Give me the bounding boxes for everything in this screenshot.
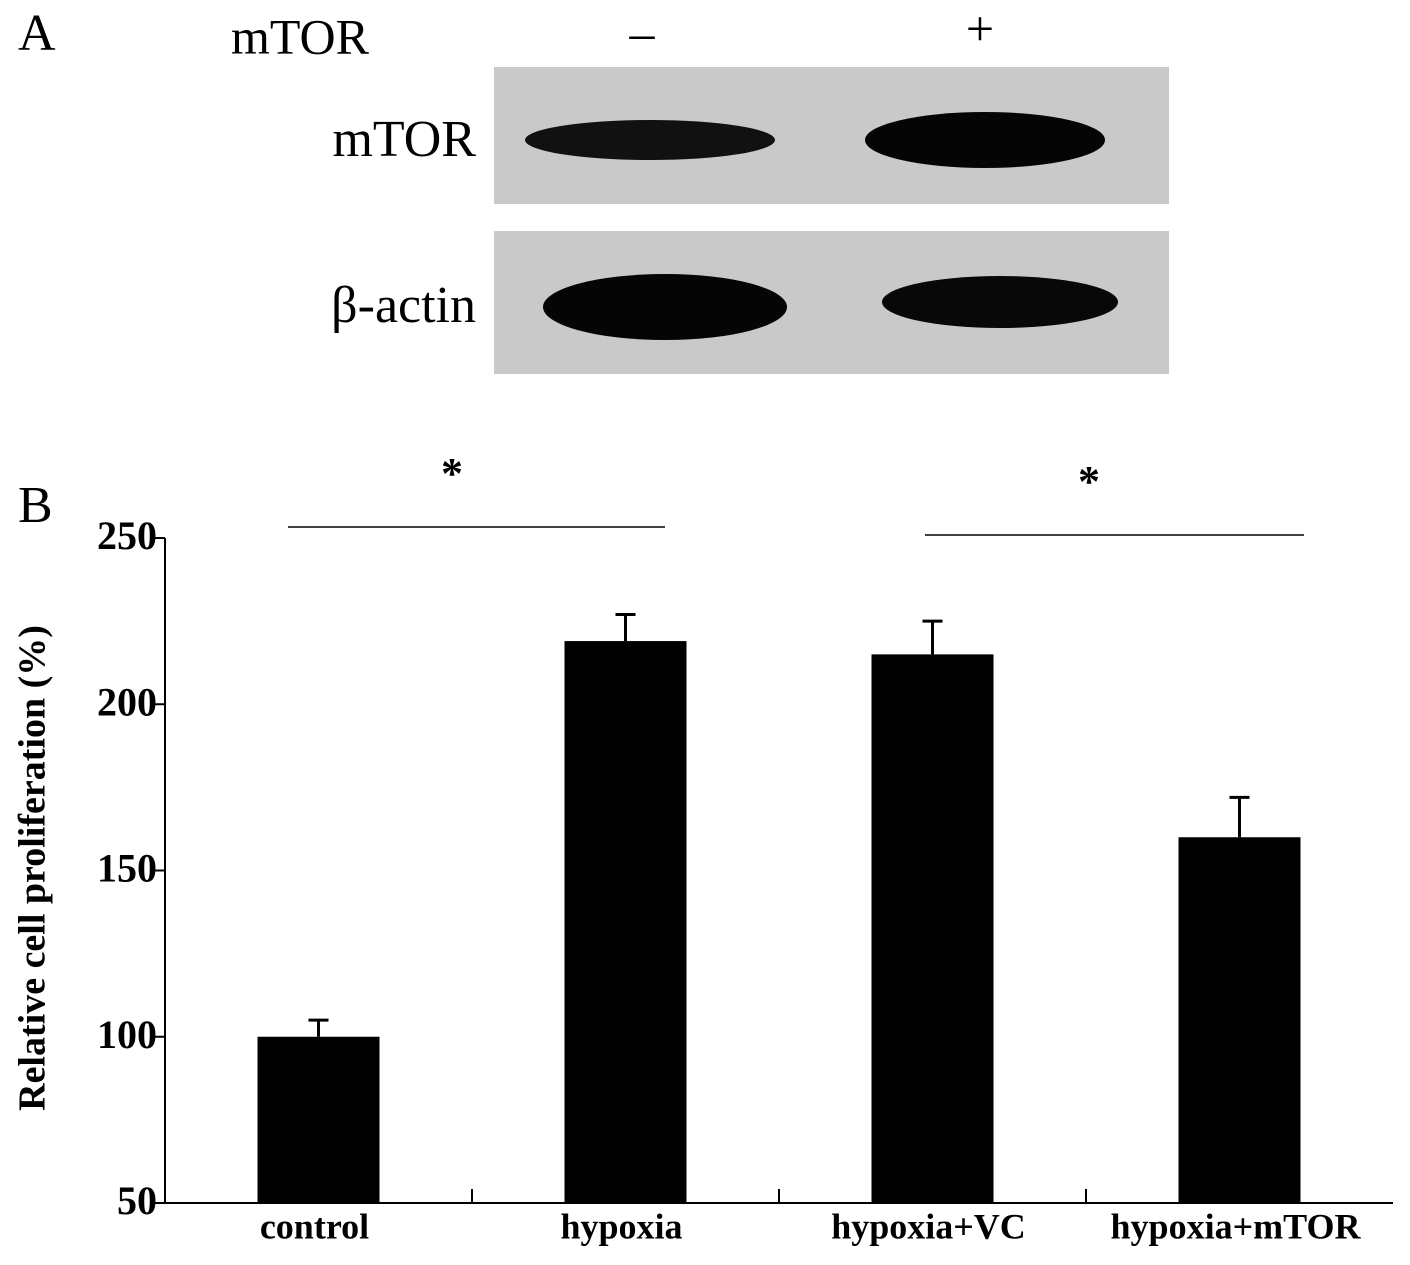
blot-band [543, 274, 787, 340]
blot-band [865, 112, 1105, 168]
row-label: β-actin [331, 277, 476, 334]
y-tick-label: 200 [97, 679, 157, 724]
x-tick-label: hypoxia [560, 1206, 682, 1246]
bar [564, 641, 687, 1203]
panel-label: A [18, 5, 56, 62]
plot: 50 100 150 200 250 control hypoxia hypoxia+VC hy… [97, 449, 1393, 1246]
blot-band [882, 276, 1118, 328]
significance-label: * [441, 449, 463, 498]
bar [257, 1036, 380, 1203]
blot-band [525, 120, 775, 160]
y-axis-label: Relative cell proliferation (%) [12, 625, 54, 1111]
panel-label: B [18, 477, 53, 534]
lane-header: mTOR [231, 8, 370, 64]
x-tick-label: control [260, 1206, 369, 1246]
y-tick-label: 50 [117, 1178, 157, 1223]
x-tick-label: hypoxia+mTOR [1111, 1206, 1362, 1246]
lane-label: – [629, 4, 656, 60]
row-label: mTOR [332, 111, 476, 168]
lane-label: + [966, 0, 994, 56]
y-tick-label: 150 [97, 846, 157, 891]
x-tick-label: hypoxia+VC [831, 1206, 1026, 1246]
y-tick-label: 250 [97, 513, 157, 558]
significance-label: * [1078, 457, 1100, 506]
bar [871, 654, 994, 1203]
y-tick-label: 100 [97, 1012, 157, 1057]
bar [1178, 837, 1301, 1203]
